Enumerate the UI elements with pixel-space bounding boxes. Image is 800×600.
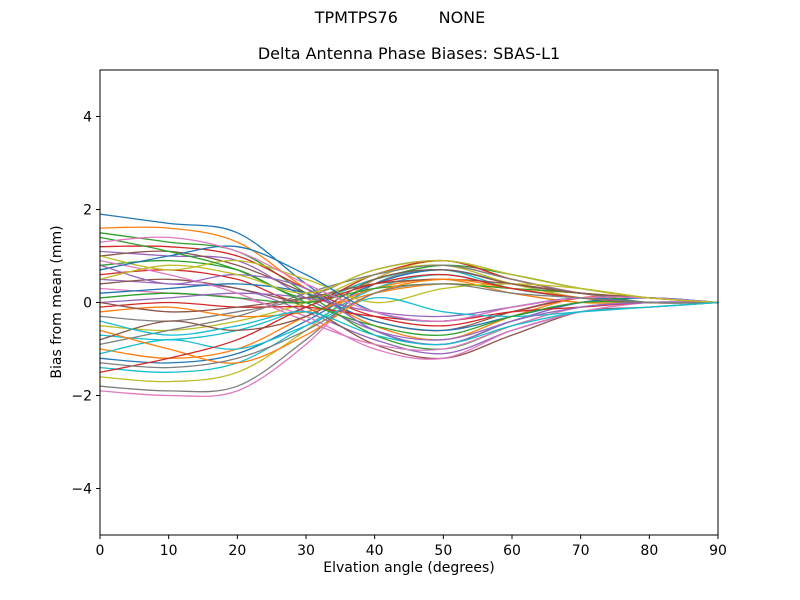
x-tick-label: 80 <box>640 543 658 559</box>
figure-suptitle: TPMTPS76 NONE <box>314 8 486 27</box>
series-line <box>99 264 719 346</box>
series-line <box>99 236 719 337</box>
x-tick-label: 90 <box>709 543 727 559</box>
series-line <box>99 213 719 346</box>
y-tick-label: 0 <box>83 296 92 312</box>
series-line <box>99 236 719 322</box>
series-line <box>99 269 719 341</box>
y-tick-label: −4 <box>71 482 92 498</box>
series-line <box>99 269 719 393</box>
x-tick-label: 10 <box>160 543 178 559</box>
y-tick-label: 4 <box>83 110 92 126</box>
series-line <box>99 301 719 346</box>
series-line <box>99 278 719 364</box>
x-tick-label: 50 <box>434 543 452 559</box>
series-line <box>99 278 719 359</box>
x-tick-label: 20 <box>228 543 246 559</box>
axes-title: Delta Antenna Phase Biases: SBAS-L1 <box>257 44 561 63</box>
x-tick-label: 40 <box>366 543 384 559</box>
x-tick-label: 30 <box>297 543 315 559</box>
x-tick-label: 60 <box>503 543 521 559</box>
series-line <box>99 283 719 369</box>
x-axis-label: Elvation angle (degrees) <box>323 560 495 576</box>
x-tick-label: 0 <box>96 543 105 559</box>
y-tick-label: 2 <box>83 203 92 219</box>
y-tick-label: −2 <box>71 389 92 405</box>
series-line <box>99 259 719 304</box>
x-tick-label: 70 <box>572 543 590 559</box>
series-line <box>99 259 719 322</box>
